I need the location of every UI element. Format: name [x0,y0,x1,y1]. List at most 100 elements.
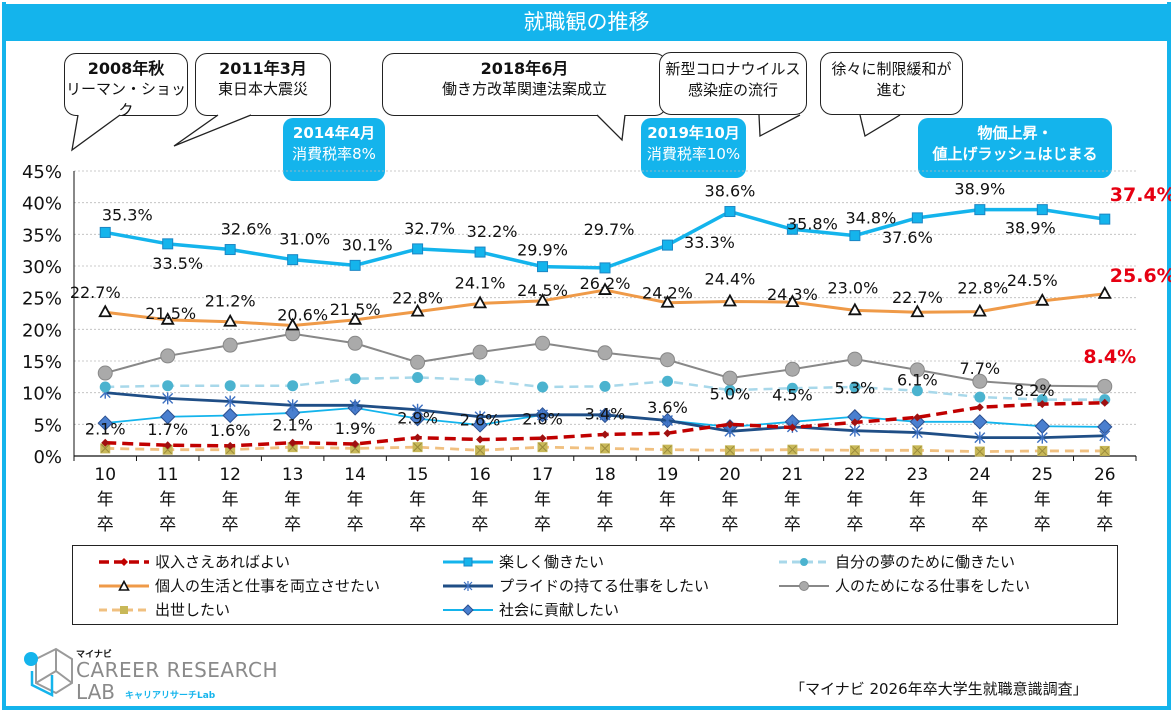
x-tick-label: 卒 [784,515,801,535]
data-label: 26.2% [580,274,631,293]
annotation-covid: 新型コロナウイルス 感染症の流行 [659,52,807,115]
star-cross [538,442,547,452]
annotation-covid-line2: 感染症の流行 [687,81,778,99]
annotation-easing-line2: 進む [876,81,907,99]
logo-lab: LAB [76,680,116,704]
annotation-price-rise-line1: 物価上昇・ [977,124,1053,142]
data-point [288,438,297,447]
data-label: 22.7% [70,283,121,302]
data-point [474,410,486,423]
x-tick-label: 卒 [1096,515,1113,535]
data-point [287,380,299,392]
x-tick-label: 17 [532,465,554,485]
data-point [223,313,238,327]
data-point [1036,204,1048,216]
star-cross [725,445,735,455]
data-point [597,282,613,295]
data-point [474,374,486,386]
x-tick-label: 25 [1031,465,1053,485]
x-tick-label: 16 [469,465,491,485]
y-tick-label: 35% [22,225,62,246]
legend-label-pride: プライドの持てる仕事をしたい [499,577,710,595]
data-label: 24.5% [517,281,568,300]
data-point [785,294,800,307]
data-point [786,223,798,235]
legend-label-dream: 自分の夢のために働きたい [835,553,1016,571]
x-tick-label: 卒 [846,515,863,535]
data-label: 29.7% [584,220,635,239]
data-point [597,345,613,361]
x-tick-labels: 10 年卒 11 年卒 12 年卒 13 年卒 14 年卒 15 年卒 16 年卒 17 年卒 18 年卒 19 年卒… [94,465,1115,535]
annotation-earthquake: 2011年3月 東日本大震災 [195,53,331,116]
legend-label-promotion: 出世したい [155,601,231,619]
data-point [537,381,549,393]
data-point [162,238,174,250]
data-label: 8.2% [1014,381,1055,400]
data-point [599,262,611,274]
x-tick-label: 10 [94,465,116,485]
data-label: 34.8% [845,209,896,228]
data-label: 29.9% [517,241,568,260]
data-label: 22.7% [892,288,943,307]
data-point [1097,378,1113,394]
x-tick-label: 卒 [97,515,114,535]
star-cross [350,444,360,453]
x-tick-label: 24 [969,465,991,485]
data-point [1100,398,1109,407]
data-point [99,381,111,393]
data-label: 37.4% [1110,184,1171,206]
data-point [659,352,675,368]
y-tick-label: 5% [33,415,62,436]
x-tick-label: 年 [721,490,738,510]
x-tick-label: 19 [657,465,679,485]
career-research-lab-logo-icon [24,647,73,697]
x-tick-label: 21 [782,465,804,485]
star-cross [912,445,922,455]
x-tick-label: 卒 [909,515,926,535]
legend-swatch-income [99,558,149,566]
x-tick-label: 14 [344,465,366,485]
data-point [285,317,300,331]
legend-swatch-pride [443,581,493,591]
data-label: 25.6% [1110,265,1171,287]
data-label: 24.1% [455,273,506,292]
x-tick-label: 卒 [409,515,426,535]
data-label: 31.0% [279,230,330,249]
data-point [975,403,984,412]
data-point [412,371,424,383]
data-label: 6.1% [897,370,938,389]
data-point [722,293,737,307]
data-label: 24.3% [767,285,818,304]
x-tick-label: 年 [222,490,239,510]
legend-label-society: 社会に貢献したい [499,601,620,619]
data-point [911,385,923,397]
data-point [160,311,175,325]
x-tick-label: 卒 [472,515,489,535]
data-point [537,261,549,273]
gridlines [74,170,1136,425]
data-label: 2.9% [397,409,438,428]
data-point [1035,292,1050,306]
data-point [224,244,236,256]
x-tick-label: 卒 [534,515,551,535]
y-tick-label: 25% [22,289,62,310]
x-tick-label: 卒 [597,515,614,535]
data-point [661,375,673,387]
data-point [911,212,923,224]
x-tick-label: 卒 [284,515,301,535]
star-cross [975,447,985,456]
data-label: 7.7% [959,359,1000,378]
data-label: 30.1% [342,235,393,254]
source-note: 「マイナビ 2026年卒大学生就職意識調査」 [790,680,1088,698]
legend-item-promotion: 出世したい [97,600,230,620]
data-point [162,392,174,405]
annotation-tax-8-date: 2014年4月 [292,124,376,142]
data-point [974,391,986,403]
data-point [349,373,361,385]
data-label: 21.5% [145,304,196,323]
data-point [101,438,110,447]
legend-item-dream: 自分の夢のために働きたい [777,552,1015,572]
legend-swatch-promotion [99,606,149,614]
y-tick-label: 10% [22,384,62,405]
